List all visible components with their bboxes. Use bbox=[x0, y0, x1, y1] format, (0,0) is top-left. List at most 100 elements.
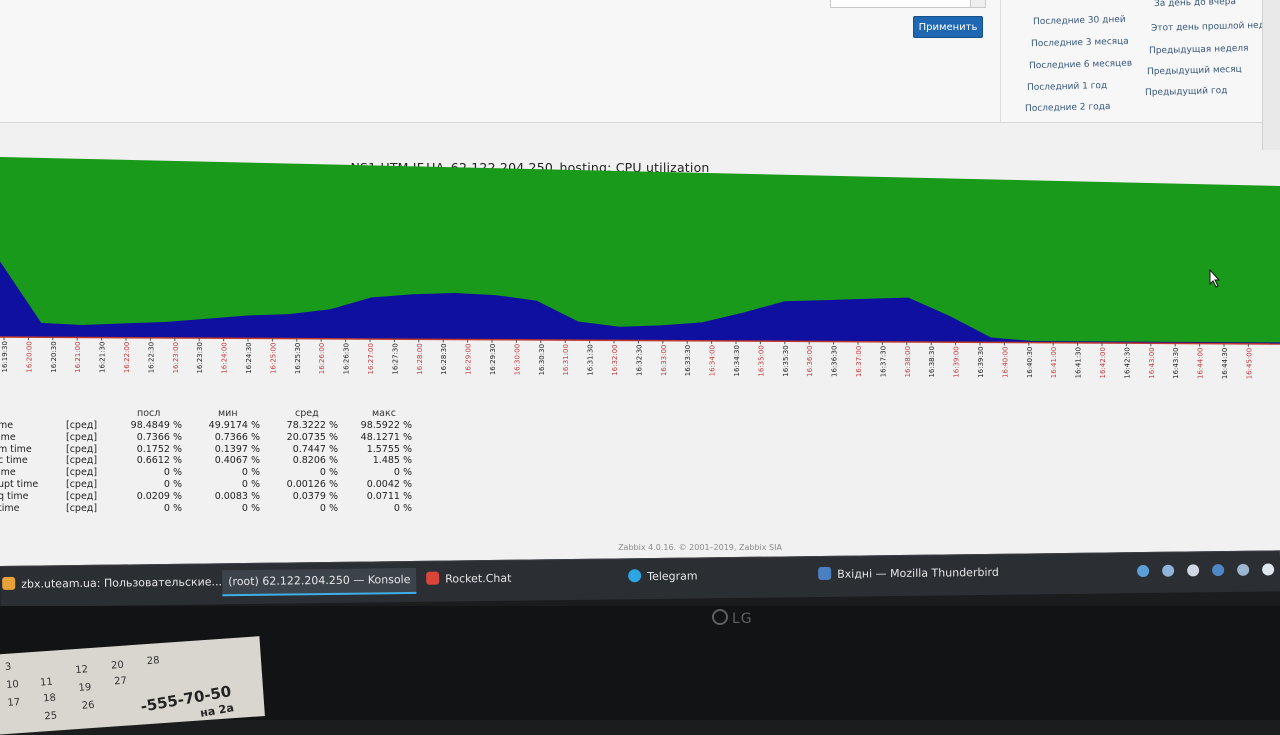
telegram-icon bbox=[628, 569, 641, 582]
task-konsole[interactable]: (root) 62.122.204.250 — Konsole bbox=[222, 568, 417, 596]
legend-name: ime bbox=[0, 432, 16, 443]
idle-area bbox=[0, 157, 1280, 344]
legend-avg: 0 % bbox=[278, 503, 338, 514]
task-label: Telegram bbox=[647, 569, 698, 583]
task-zabbix-browser[interactable]: zbx.uteam.ua: Пользовательские... bbox=[0, 570, 228, 597]
x-tick-label: 16:43:00 bbox=[1148, 347, 1156, 378]
legend-last: 0 % bbox=[122, 467, 182, 478]
legend-last: 0 % bbox=[122, 503, 182, 514]
x-tick-label: 16:36:00 bbox=[806, 345, 814, 376]
x-tick-label: 16:33:30 bbox=[684, 345, 692, 376]
legend-last: 98.4849 % bbox=[122, 420, 182, 431]
legend-avg: 78.3222 % bbox=[278, 420, 338, 431]
x-tick-label: 16:20:30 bbox=[50, 341, 58, 372]
legend-row: q time [сред] 0.0209 % 0.0083 % 0.0379 % 0.07… bbox=[0, 491, 440, 503]
calendar-day: 18 bbox=[43, 693, 56, 705]
calendar-day: 11 bbox=[40, 677, 53, 689]
legend-last: 0.0209 % bbox=[122, 491, 182, 502]
task-telegram[interactable]: Telegram bbox=[622, 564, 704, 589]
x-tick-label: 16:38:30 bbox=[928, 346, 936, 377]
legend-header-last: посл bbox=[137, 408, 160, 419]
legend-name: m time bbox=[0, 444, 32, 455]
x-tick-label: 16:40:00 bbox=[1001, 346, 1009, 377]
legend-min: 0.4067 % bbox=[200, 455, 260, 466]
x-tick-label: 16:42:00 bbox=[1099, 347, 1107, 378]
x-tick-label: 16:39:00 bbox=[953, 346, 961, 377]
x-tick-label: 16:44:00 bbox=[1197, 348, 1205, 379]
x-tick-label: 16:34:00 bbox=[709, 345, 717, 376]
legend-max: 0.0042 % bbox=[352, 479, 412, 490]
calendar-day: 28 bbox=[146, 655, 159, 667]
legend-header-max: макс bbox=[372, 408, 396, 419]
legend-min: 0.1397 % bbox=[200, 444, 260, 455]
x-tick-label: 16:25:30 bbox=[294, 343, 302, 374]
tray-volume-icon[interactable] bbox=[1187, 564, 1199, 576]
legend-avg: 20.0735 % bbox=[278, 432, 338, 443]
browser-icon bbox=[2, 577, 15, 590]
x-tick-label: 16:37:00 bbox=[855, 346, 863, 377]
x-tick-label: 16:41:30 bbox=[1075, 347, 1083, 378]
legend-func: [сред] bbox=[66, 491, 97, 502]
x-tick-label: 16:25:00 bbox=[269, 342, 277, 373]
legend-max: 1.485 % bbox=[352, 455, 412, 466]
task-thunderbird[interactable]: Вхідні — Mozilla Thunderbird bbox=[812, 561, 1005, 587]
legend-last: 0 % bbox=[122, 479, 182, 490]
legend-avg: 0 % bbox=[278, 467, 338, 478]
x-tick-label: 16:24:00 bbox=[221, 342, 229, 373]
zabbix-footer: Zabbix 4.0.16. © 2001–2019, Zabbix SIA bbox=[60, 543, 1280, 552]
x-tick-label: 16:22:30 bbox=[147, 342, 155, 373]
x-tick-label: 16:21:30 bbox=[99, 342, 107, 373]
legend-min: 0 % bbox=[200, 503, 260, 514]
x-tick-label: 16:40:30 bbox=[1026, 347, 1034, 378]
legend-func: [сред] bbox=[66, 420, 97, 431]
x-tick-label: 16:19:30 bbox=[1, 341, 9, 372]
x-tick-label: 16:27:30 bbox=[391, 343, 399, 374]
legend-func: [сред] bbox=[66, 432, 97, 443]
system-tray bbox=[1129, 560, 1275, 578]
graph-legend: посл мин сред макс me [сред] 98.4849 % 49.9… bbox=[0, 408, 440, 518]
legend-name: q time bbox=[0, 491, 29, 502]
calendar-day: 25 bbox=[44, 710, 57, 722]
x-tick-label: 16:34:30 bbox=[733, 345, 741, 376]
legend-header-avg: сред bbox=[295, 408, 319, 419]
task-label: zbx.uteam.ua: Пользовательские... bbox=[21, 575, 222, 590]
legend-min: 0 % bbox=[200, 479, 260, 490]
x-tick-label: 16:29:00 bbox=[465, 344, 473, 375]
x-tick-label: 16:28:30 bbox=[440, 343, 448, 374]
legend-avg: 0.00126 % bbox=[278, 479, 338, 490]
legend-row: m time [сред] 0.1752 % 0.1397 % 0.7447 % 1.57… bbox=[0, 444, 440, 456]
legend-avg: 0.8206 % bbox=[278, 455, 338, 466]
tray-clipboard-icon[interactable] bbox=[1237, 564, 1249, 576]
legend-func: [сред] bbox=[66, 455, 97, 466]
tray-telegram-icon[interactable] bbox=[1137, 565, 1149, 577]
x-tick-label: 16:31:30 bbox=[587, 344, 595, 375]
legend-row: time [сред] 0 % 0 % 0 % 0 % bbox=[0, 503, 440, 515]
legend-avg: 0.0379 % bbox=[278, 491, 338, 502]
legend-avg: 0.7447 % bbox=[278, 444, 338, 455]
x-tick-label: 16:32:30 bbox=[635, 344, 643, 375]
x-tick-label: 16:39:30 bbox=[977, 346, 985, 377]
legend-max: 1.5755 % bbox=[352, 444, 412, 455]
calendar-day: 12 bbox=[75, 664, 88, 676]
task-label: (root) 62.122.204.250 — Konsole bbox=[228, 573, 410, 588]
legend-max: 98.5922 % bbox=[352, 420, 412, 431]
x-tick-label: 16:44:30 bbox=[1221, 348, 1229, 379]
tray-network-icon[interactable] bbox=[1162, 565, 1174, 577]
tray-expand-icon[interactable] bbox=[1262, 563, 1274, 575]
legend-max: 48.1271 % bbox=[352, 432, 412, 443]
x-tick-label: 16:29:30 bbox=[489, 344, 497, 375]
x-tick-label: 16:30:00 bbox=[513, 344, 521, 375]
task-label: Rocket.Chat bbox=[445, 572, 511, 586]
legend-func: [сред] bbox=[66, 479, 97, 490]
tray-updates-icon[interactable] bbox=[1212, 564, 1224, 576]
task-rocket-chat[interactable]: Rocket.Chat bbox=[420, 567, 517, 592]
legend-min: 0 % bbox=[200, 467, 260, 478]
x-tick-label: 16:24:30 bbox=[245, 342, 253, 373]
rocket-chat-icon bbox=[426, 572, 439, 585]
legend-max: 0 % bbox=[352, 467, 412, 478]
legend-name: c time bbox=[0, 455, 28, 466]
x-tick-label: 16:26:30 bbox=[343, 343, 351, 374]
monitor-brand: LG bbox=[732, 611, 753, 627]
legend-name: me bbox=[0, 420, 13, 431]
legend-min: 0.7366 % bbox=[200, 432, 260, 443]
